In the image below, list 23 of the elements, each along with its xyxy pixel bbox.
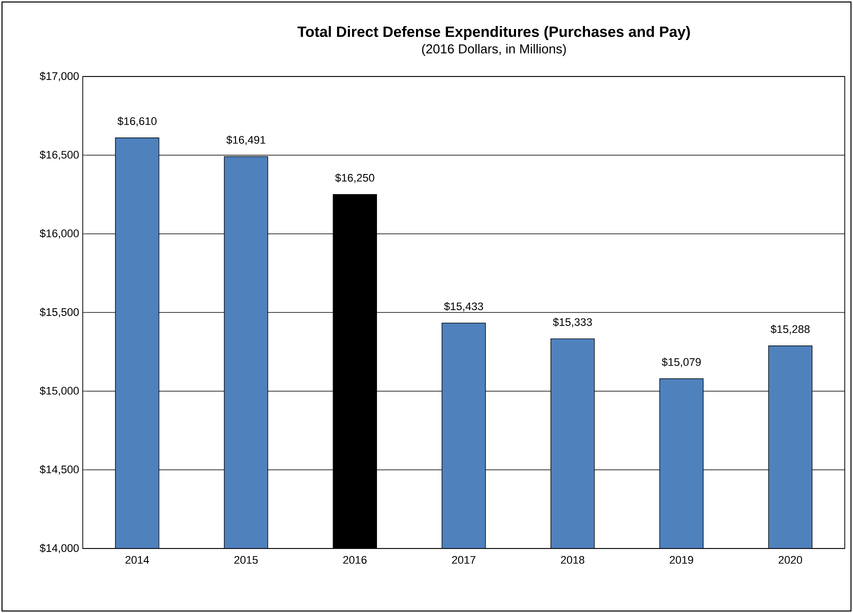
y-tick-label: $16,000 <box>40 229 79 239</box>
y-tick-label: $17,000 <box>40 72 79 82</box>
y-tick-label: $15,000 <box>40 386 79 396</box>
x-tick-label: 2018 <box>560 556 584 564</box>
data-label: $16,610 <box>117 116 157 126</box>
x-tick-label: 2014 <box>126 556 150 564</box>
data-label: $15,079 <box>662 358 701 368</box>
y-tick-label: $14,000 <box>40 544 79 554</box>
chart-subtitle: (2016 Dollars, in Millions) <box>422 44 566 56</box>
x-tick-label: 2019 <box>670 556 694 564</box>
data-label: $15,333 <box>552 318 592 328</box>
x-tick-label: 2017 <box>452 556 476 564</box>
x-tick-label: 2015 <box>234 556 258 564</box>
y-tick-label: $16,500 <box>40 150 79 160</box>
y-tick-label: $15,500 <box>40 308 79 318</box>
x-tick-label: 2020 <box>778 556 802 564</box>
y-tick-label: $14,500 <box>40 465 79 475</box>
data-label: $16,250 <box>335 173 374 183</box>
data-label: $15,433 <box>444 302 484 312</box>
data-label: $15,288 <box>770 324 810 334</box>
data-label: $16,491 <box>226 136 266 146</box>
x-tick-label: 2016 <box>343 556 367 564</box>
chart-title: Total Direct Defense Expenditures (Purchases and Pay) <box>297 26 690 40</box>
